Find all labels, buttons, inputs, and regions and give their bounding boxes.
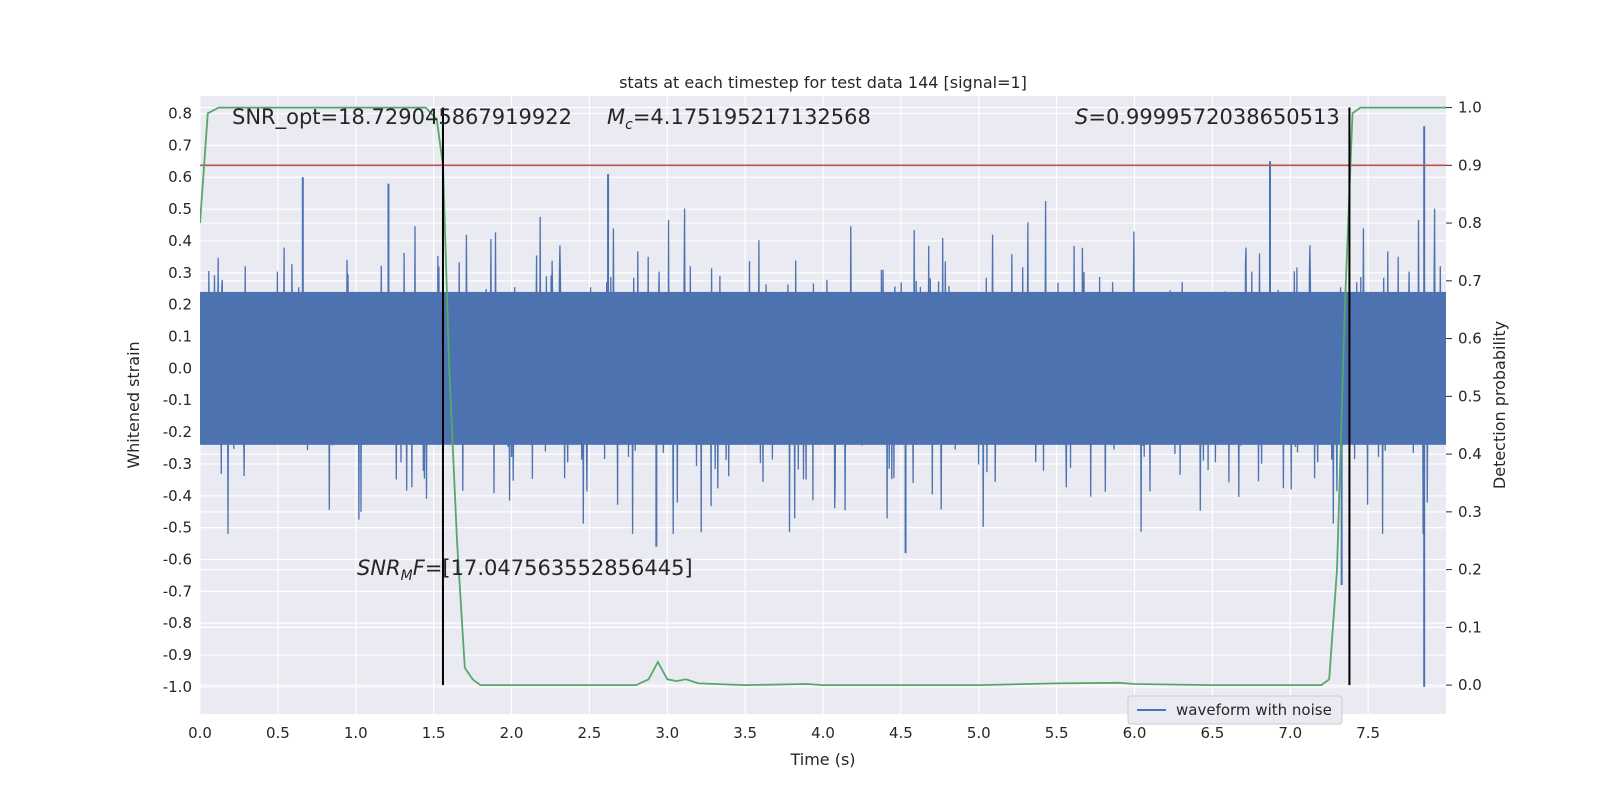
y2-axis-label: Detection probability [1490,321,1509,489]
legend-box [1127,695,1343,725]
x-tick-label: 0.0 [188,724,212,742]
chirp-mass-symbol: M [607,105,625,129]
y-tick-label: -0.8 [163,614,192,632]
y-tick-label: 0.7 [168,136,192,154]
y-tick-label: 0.0 [168,359,192,377]
legend: waveform with noise [1127,695,1343,725]
y-tick-label: 0.6 [168,168,192,186]
data-layer [200,106,1446,687]
x-tick-label: 5.5 [1045,724,1069,742]
x-tick-label: 2.0 [500,724,524,742]
waveform-core-band [200,291,1446,445]
snr-mf-value: =[17.047563552856445] [425,556,693,580]
s-symbol: S [1075,105,1088,129]
snr-opt-annotation: SNR_opt=18.729045867919922 [232,105,572,130]
x-tick-label: 1.0 [344,724,368,742]
chart-title: stats at each timestep for test data 144… [619,73,1027,92]
y2-tick-label: 0.1 [1458,618,1482,636]
x-tick-label: 2.5 [577,724,601,742]
chirp-mass-value: =4.175195217132568 [633,105,871,129]
x-tick-label: 1.5 [422,724,446,742]
x-tick-label: 3.5 [733,724,757,742]
y-tick-label: 0.3 [168,264,192,282]
y2-tick-label: 0.0 [1458,676,1482,694]
chirp-mass-annotation: Mc=4.175195217132568 [607,105,871,133]
y2-tick-label: 0.5 [1458,387,1482,405]
y-tick-label: -0.9 [163,646,192,664]
y-tick-label: 0.4 [168,232,192,250]
legend-label-waveform: waveform with noise [1176,701,1332,719]
y-tick-label: -0.7 [163,582,192,600]
x-tick-label: 7.5 [1356,724,1380,742]
snr-mf-f: F [413,556,426,580]
tick-labels: 0.0 0.5 1.0 1.5 2.0 2.5 3.0 3.5 4.0 4.5 5.0 5.5 6.0 6… [163,99,1482,742]
y-tick-label: -0.5 [163,519,192,537]
y-tick-label: -0.6 [163,551,192,569]
y2-tick-label: 0.8 [1458,214,1482,232]
y-tick-label: -0.2 [163,423,192,441]
x-tick-label: 4.5 [889,724,913,742]
x-tick-label: 0.5 [266,724,290,742]
y-tick-label: -0.3 [163,455,192,473]
y-tick-label: -1.0 [163,678,192,696]
y-tick-label: 0.5 [168,200,192,218]
y-axis-label: Whitened strain [124,341,143,468]
y-tick-label: -0.4 [163,487,192,505]
y2-tick-label: 0.9 [1458,156,1482,174]
chirp-mass-subscript: c [625,117,633,133]
snr-mf-symbol: SNR [357,556,401,580]
y2-tick-label: 0.4 [1458,445,1482,463]
s-value: =0.9999572038650513 [1088,105,1339,129]
x-tick-label: 5.0 [967,724,991,742]
snr-mf-annotation: SNRMF=[17.047563552856445] [357,556,693,584]
y2-tick-label: 0.2 [1458,561,1482,579]
y2-tick-label: 1.0 [1458,99,1482,117]
y2-tick-label: 0.3 [1458,503,1482,521]
y-tick-label: 0.8 [168,105,192,123]
detection-probability-line [200,106,1446,687]
snr-mf-subscript: M [401,568,413,584]
x-axis-label: Time (s) [789,750,855,769]
y2-tick-label: 0.6 [1458,330,1482,348]
y-tick-label: 0.1 [168,328,192,346]
y2-tick-label: 0.7 [1458,272,1482,290]
x-tick-label: 3.0 [655,724,679,742]
x-tick-label: 4.0 [811,724,835,742]
y-tick-label: -0.1 [163,391,192,409]
y-tick-label: 0.2 [168,296,192,314]
x-tick-label: 6.0 [1123,724,1147,742]
x-tick-label: 7.0 [1278,724,1302,742]
s-annotation: S=0.9999572038650513 [1075,105,1340,129]
x-tick-label: 6.5 [1200,724,1224,742]
